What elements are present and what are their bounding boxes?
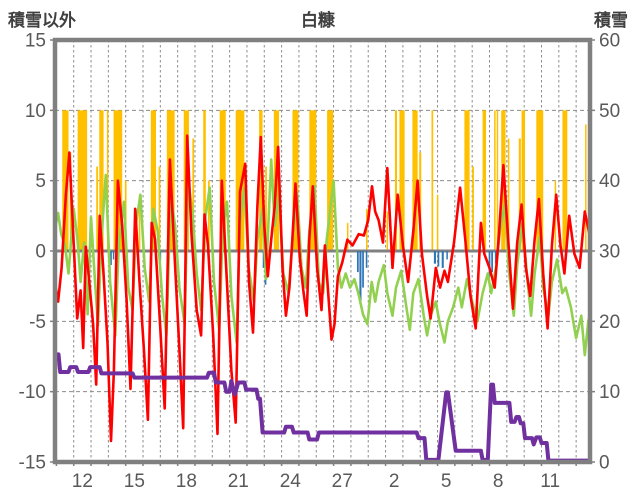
- right-axis-tick-label: 10: [599, 382, 620, 403]
- sunshine-bar: [412, 110, 418, 251]
- sunshine-bar: [536, 110, 544, 251]
- sunshine-bar: [99, 110, 104, 251]
- sunshine-bar: [518, 138, 521, 251]
- precipitation-bar: [262, 251, 265, 268]
- left-axis-tick-label: 15: [25, 31, 46, 52]
- left-axis-tick-label: -15: [19, 453, 46, 474]
- sunshine-bar: [158, 166, 161, 251]
- x-axis-label: 12: [72, 471, 93, 492]
- sunshine-bar: [521, 110, 526, 251]
- sunshine-bar: [309, 110, 317, 251]
- sunshine-bar: [472, 166, 474, 251]
- sunshine-bar: [585, 124, 587, 251]
- left-axis-tick-label: -10: [19, 382, 46, 403]
- x-axis-label: 15: [124, 471, 145, 492]
- precipitation-bar: [365, 251, 368, 268]
- precipitation-bar: [446, 251, 448, 260]
- precipitation-bar: [441, 251, 444, 268]
- sunshine-bar: [436, 194, 439, 251]
- precipitation-bar: [491, 251, 493, 273]
- left-axis-tick-label: 10: [25, 101, 46, 122]
- precipitation-bar: [359, 251, 362, 304]
- snow-depth-line: [53, 352, 592, 463]
- sunshine-bar: [419, 152, 422, 251]
- sunshine-bar: [292, 110, 299, 251]
- precipitation-bar: [494, 251, 497, 264]
- right-axis-tick-label: 60: [599, 31, 620, 52]
- left-axis-tick-label: 0: [35, 242, 46, 263]
- x-axis-label: 24: [280, 471, 302, 492]
- sunshine-bar: [399, 110, 405, 251]
- x-axis-label: 2: [389, 471, 400, 492]
- precipitation-bar: [437, 251, 440, 267]
- sunshine-bar: [327, 110, 334, 251]
- left-axis-tick-label: 5: [35, 171, 46, 192]
- sunshine-bar: [482, 110, 487, 251]
- left-axis-title: 積雪以外: [8, 11, 76, 30]
- sunshine-bar: [494, 110, 496, 251]
- sunshine-bar: [207, 180, 210, 251]
- sunshine-bar: [431, 110, 434, 251]
- right-axis-title: 積雪: [594, 11, 628, 30]
- right-axis-tick-label: 0: [599, 453, 610, 474]
- x-axis-label: 18: [176, 471, 197, 492]
- sunshine-bar: [235, 110, 245, 251]
- sunshine-bar: [562, 110, 568, 251]
- sunshine-bar: [394, 110, 397, 251]
- page-title: 白糠: [301, 11, 335, 30]
- right-axis-tick-label: 40: [599, 171, 620, 192]
- sunshine-bar: [259, 110, 263, 251]
- sunshine-bar: [150, 110, 157, 251]
- x-axis-label: 5: [441, 471, 452, 492]
- sunshine-bar: [496, 110, 499, 251]
- sunshine-bar: [77, 110, 88, 251]
- sunshine-bar: [346, 222, 349, 251]
- sunshine-bar: [464, 110, 470, 251]
- precipitation-bar: [110, 251, 112, 266]
- sunshine-bar: [386, 211, 389, 251]
- precipitation-bar: [112, 251, 115, 260]
- sunshine-bar: [192, 138, 195, 251]
- precipitation-bar: [362, 251, 364, 288]
- sunshine-bar: [265, 166, 267, 251]
- sunshine-bar: [96, 166, 98, 251]
- precipitation-bar: [433, 251, 436, 264]
- sunshine-bar: [138, 194, 141, 251]
- sunshine-bar: [106, 110, 109, 251]
- x-axis-label: 11: [540, 471, 560, 492]
- x-axis-label: 8: [493, 471, 504, 492]
- sunshine-bar: [507, 138, 510, 251]
- right-axis-tick-label: 20: [599, 312, 620, 333]
- precipitation-bar: [356, 251, 359, 273]
- right-axis-tick-label: 50: [599, 101, 620, 122]
- x-axis-label: 21: [228, 471, 249, 492]
- right-axis-tick-label: 30: [599, 242, 620, 263]
- red-line: [54, 134, 592, 443]
- left-axis-tick-label: -5: [29, 312, 46, 333]
- sunshine-bar: [203, 110, 206, 251]
- x-axis-label: 27: [332, 471, 353, 492]
- precipitation-bar: [488, 251, 491, 277]
